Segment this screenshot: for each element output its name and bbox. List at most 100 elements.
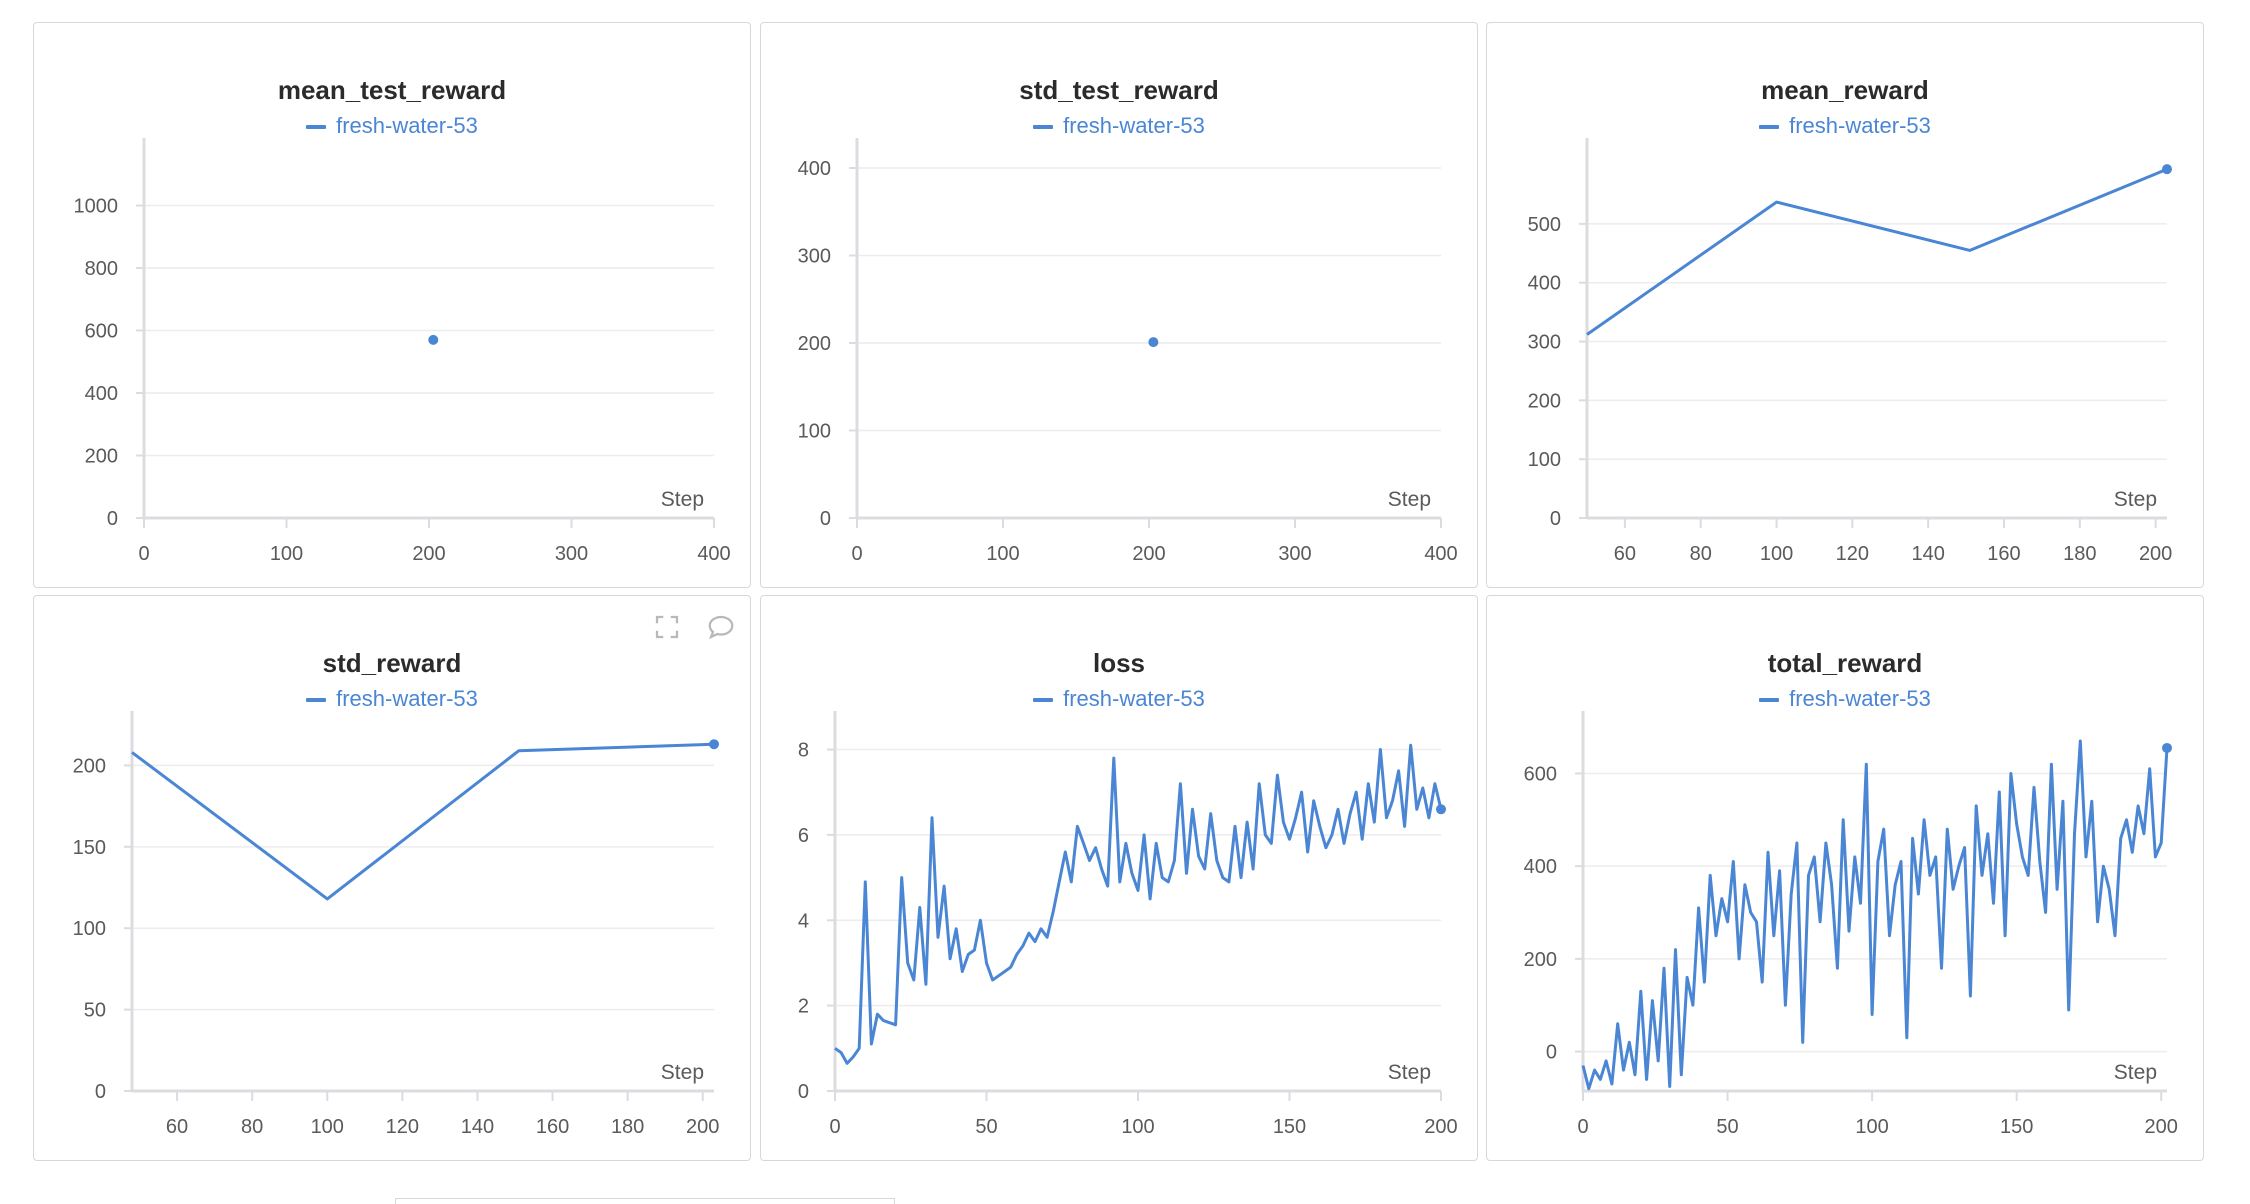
x-axis-label: Step bbox=[661, 1061, 704, 1084]
chart-plot[interactable]: 0 100 200 300 400 500 60 80 100 120 140 160 180 200 St… bbox=[1487, 23, 2205, 589]
x-tick-label: 150 bbox=[2000, 1116, 2033, 1138]
expand-icon[interactable] bbox=[652, 612, 682, 642]
x-tick-label: 400 bbox=[697, 543, 730, 565]
next-panel-edge bbox=[395, 1198, 895, 1204]
x-tick-label: 0 bbox=[851, 543, 862, 565]
y-tick-label: 0 bbox=[1546, 1042, 1557, 1064]
x-axis-label: Step bbox=[2114, 1061, 2157, 1084]
chart-title: std_reward bbox=[322, 648, 462, 678]
y-tick-label: 200 bbox=[85, 446, 118, 468]
x-tick-label: 50 bbox=[1716, 1116, 1738, 1138]
chart-legend[interactable]: fresh-water-53 bbox=[34, 686, 750, 712]
x-tick-label: 120 bbox=[1836, 543, 1869, 565]
data-point bbox=[1148, 337, 1159, 348]
x-axis-label: Step bbox=[1388, 488, 1431, 511]
chart-title: std_test_reward bbox=[1019, 75, 1219, 105]
x-tick-label: 100 bbox=[1121, 1116, 1154, 1138]
x-tick-label: 80 bbox=[241, 1116, 263, 1138]
y-tick-label: 400 bbox=[798, 158, 831, 180]
y-tick-label: 500 bbox=[1528, 214, 1561, 236]
y-tick-label: 50 bbox=[84, 1000, 106, 1022]
x-tick-label: 200 bbox=[686, 1116, 719, 1138]
legend-label: fresh-water-53 bbox=[1063, 113, 1205, 138]
panel-mean-reward: mean_reward fresh-water-53 0 100 200 300 400… bbox=[1486, 22, 2204, 588]
series-endpoint bbox=[709, 739, 719, 750]
chart-title: total_reward bbox=[1767, 648, 1923, 678]
chart-plot[interactable]: 0 200 400 600 0 50 100 150 200 Step bbox=[1487, 596, 2205, 1162]
legend-swatch bbox=[1033, 698, 1054, 703]
x-tick-label: 0 bbox=[1577, 1116, 1588, 1138]
x-tick-label: 60 bbox=[166, 1116, 188, 1138]
legend-swatch bbox=[1759, 125, 1780, 130]
y-tick-label: 100 bbox=[1528, 449, 1561, 471]
y-tick-label: 600 bbox=[85, 321, 118, 343]
chart-legend[interactable]: fresh-water-53 bbox=[761, 686, 1477, 712]
legend-swatch bbox=[306, 125, 327, 130]
y-tick-label: 400 bbox=[85, 383, 118, 405]
chart-plot[interactable]: 0 200 400 600 800 1000 0 100 200 300 400 Step bbox=[34, 23, 752, 589]
x-tick-label: 100 bbox=[986, 543, 1019, 565]
series-endpoint bbox=[1436, 804, 1446, 815]
y-tick-label: 0 bbox=[820, 508, 831, 530]
chart-plot[interactable]: 0 2 4 6 8 0 50 100 150 200 Step bbox=[761, 596, 1479, 1162]
x-tick-label: 120 bbox=[386, 1116, 419, 1138]
x-tick-label: 200 bbox=[412, 543, 445, 565]
panel-mean-test-reward: mean_test_reward fresh-water-53 0 200 400 6… bbox=[33, 22, 751, 588]
x-tick-label: 100 bbox=[311, 1116, 344, 1138]
legend-swatch bbox=[1759, 698, 1780, 703]
x-tick-label: 100 bbox=[270, 543, 303, 565]
x-tick-label: 140 bbox=[1911, 543, 1944, 565]
legend-label: fresh-water-53 bbox=[336, 686, 478, 711]
x-tick-label: 160 bbox=[536, 1116, 569, 1138]
legend-label: fresh-water-53 bbox=[336, 113, 478, 138]
chart-title: mean_reward bbox=[1761, 75, 1929, 105]
panel-std-test-reward: std_test_reward fresh-water-53 0 100 200 30… bbox=[760, 22, 1478, 588]
x-tick-label: 160 bbox=[1987, 543, 2020, 565]
x-tick-label: 300 bbox=[555, 543, 588, 565]
x-tick-label: 200 bbox=[1424, 1116, 1457, 1138]
data-point bbox=[428, 334, 439, 345]
series-line bbox=[1581, 739, 2169, 1091]
x-tick-label: 150 bbox=[1273, 1116, 1306, 1138]
y-tick-label: 400 bbox=[1528, 273, 1561, 295]
chart-legend[interactable]: fresh-water-53 bbox=[1487, 686, 2203, 712]
series-line bbox=[1586, 167, 2168, 336]
x-tick-label: 400 bbox=[1424, 543, 1457, 565]
y-tick-label: 1000 bbox=[74, 196, 119, 218]
legend-label: fresh-water-53 bbox=[1789, 113, 1931, 138]
y-tick-label: 200 bbox=[798, 333, 831, 355]
comment-icon[interactable] bbox=[706, 612, 736, 642]
y-tick-label: 150 bbox=[73, 837, 106, 859]
y-tick-label: 200 bbox=[1528, 390, 1561, 412]
y-tick-label: 600 bbox=[1524, 763, 1557, 785]
x-tick-label: 200 bbox=[2139, 543, 2172, 565]
series-endpoint bbox=[2162, 164, 2172, 175]
series-line bbox=[834, 743, 1443, 1065]
y-tick-label: 100 bbox=[798, 421, 831, 443]
y-tick-label: 4 bbox=[798, 910, 809, 932]
x-tick-label: 180 bbox=[2063, 543, 2096, 565]
chart-legend[interactable]: fresh-water-53 bbox=[761, 113, 1477, 139]
y-tick-label: 0 bbox=[95, 1081, 106, 1103]
chart-title: loss bbox=[1092, 648, 1146, 678]
chart-plot[interactable]: 0 100 200 300 400 0 100 200 300 400 Step bbox=[761, 23, 1479, 589]
x-tick-label: 180 bbox=[611, 1116, 644, 1138]
y-tick-label: 800 bbox=[85, 258, 118, 280]
y-tick-label: 0 bbox=[1550, 508, 1561, 530]
chart-plot[interactable]: 0 50 100 150 200 60 80 100 120 140 160 180 200 Step bbox=[34, 596, 752, 1162]
legend-swatch bbox=[1033, 125, 1054, 130]
x-axis-label: Step bbox=[2114, 488, 2157, 511]
x-tick-label: 100 bbox=[1760, 543, 1793, 565]
x-tick-label: 200 bbox=[1132, 543, 1165, 565]
y-tick-label: 300 bbox=[798, 246, 831, 268]
y-tick-label: 100 bbox=[73, 918, 106, 940]
y-tick-label: 200 bbox=[73, 755, 106, 777]
chart-legend[interactable]: fresh-water-53 bbox=[34, 113, 750, 139]
x-tick-label: 100 bbox=[1855, 1116, 1888, 1138]
y-tick-label: 8 bbox=[798, 740, 809, 762]
chart-legend[interactable]: fresh-water-53 bbox=[1487, 113, 2203, 139]
x-tick-label: 0 bbox=[829, 1116, 840, 1138]
x-tick-label: 50 bbox=[975, 1116, 997, 1138]
x-tick-label: 200 bbox=[2145, 1116, 2178, 1138]
x-axis-label: Step bbox=[1388, 1061, 1431, 1084]
